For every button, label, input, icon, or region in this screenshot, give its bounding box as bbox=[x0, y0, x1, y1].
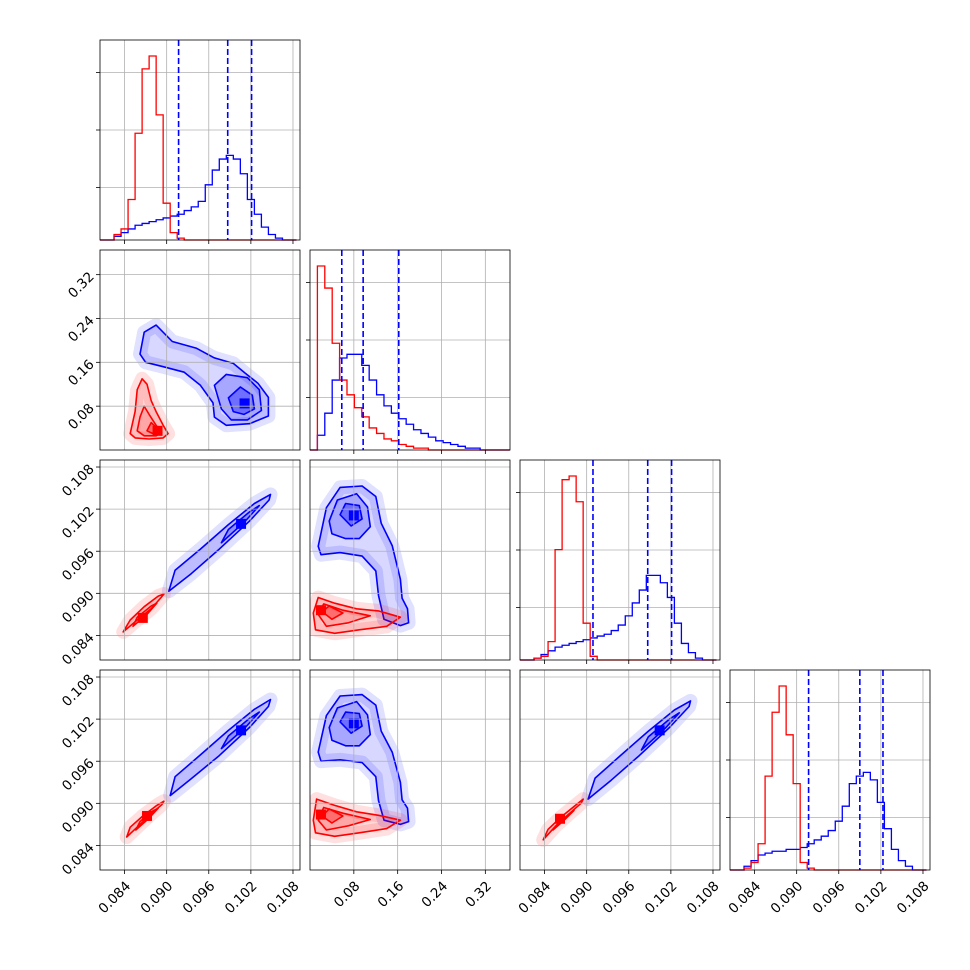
contour-blue bbox=[213, 373, 263, 421]
panel-content bbox=[536, 693, 698, 847]
x-tick-label: 0.090 bbox=[558, 878, 597, 917]
panel-frame bbox=[519, 459, 721, 661]
x-tick-label: 0.096 bbox=[180, 878, 219, 917]
y-tick-label: 0.108 bbox=[59, 671, 98, 710]
x-tick-label: 0.16 bbox=[375, 878, 408, 911]
contour-red bbox=[321, 808, 344, 824]
contour-blue bbox=[168, 493, 272, 592]
y-tick-label: 0.102 bbox=[59, 503, 98, 542]
histogram-red-series bbox=[520, 475, 717, 661]
y-tick-label: 0.084 bbox=[59, 840, 98, 879]
panel-content bbox=[310, 479, 416, 641]
panel-frame bbox=[309, 669, 511, 871]
contour-blue bbox=[317, 693, 410, 826]
density-peak-red bbox=[142, 810, 153, 821]
contour-blue bbox=[587, 700, 692, 800]
density-peak-red bbox=[315, 605, 326, 616]
x-tick-label: 0.102 bbox=[222, 878, 261, 917]
panel-frame bbox=[309, 249, 511, 451]
density-peak-red bbox=[152, 425, 163, 436]
density-peak-blue bbox=[236, 518, 247, 529]
panel-frame bbox=[99, 459, 301, 661]
x-tick-label: 0.084 bbox=[516, 878, 555, 917]
x-tick-label: 0.102 bbox=[642, 878, 681, 917]
contour-blue bbox=[139, 324, 270, 427]
x-tick-label: 0.102 bbox=[852, 878, 891, 917]
contour-blue bbox=[169, 698, 272, 797]
panel-content bbox=[119, 692, 278, 844]
contour-red bbox=[321, 605, 344, 621]
contour-red bbox=[129, 378, 169, 440]
panel-frame bbox=[309, 459, 511, 661]
contour-blue bbox=[317, 485, 410, 627]
histogram-red-series bbox=[730, 685, 927, 871]
contour-red bbox=[317, 603, 372, 628]
density-peak-red bbox=[555, 813, 565, 824]
panel-frame bbox=[519, 669, 721, 871]
histogram-blue-series bbox=[100, 154, 297, 241]
panel-frame bbox=[729, 669, 931, 871]
y-tick-label: 0.084 bbox=[59, 630, 98, 669]
x-tick-label: 0.08 bbox=[331, 878, 364, 911]
y-tick-label: 0.096 bbox=[59, 546, 98, 585]
histogram-red-series bbox=[310, 265, 510, 451]
y-tick-label: 0.090 bbox=[59, 588, 98, 627]
y-tick-label: 0.096 bbox=[59, 756, 98, 795]
panel-content bbox=[123, 318, 276, 446]
histogram-red-series bbox=[100, 55, 297, 241]
y-tick-label: 0.16 bbox=[65, 357, 98, 390]
density-peak-blue bbox=[236, 725, 247, 736]
x-tick-label: 0.32 bbox=[462, 878, 495, 911]
density-peak-blue bbox=[654, 725, 665, 736]
panel-frame bbox=[99, 249, 301, 451]
x-tick-label: 0.084 bbox=[96, 878, 135, 917]
x-tick-label: 0.24 bbox=[419, 878, 452, 911]
histogram-blue-series bbox=[520, 574, 717, 661]
y-tick-label: 0.08 bbox=[65, 401, 98, 434]
x-tick-label: 0.108 bbox=[684, 878, 723, 917]
density-peak-blue bbox=[239, 398, 250, 409]
x-tick-label: 0.108 bbox=[264, 878, 303, 917]
x-tick-label: 0.090 bbox=[768, 878, 807, 917]
y-tick-label: 0.108 bbox=[59, 461, 98, 500]
density-peak-red bbox=[137, 612, 148, 623]
contour-red bbox=[317, 806, 372, 831]
panel-frame bbox=[99, 669, 301, 871]
x-tick-label: 0.090 bbox=[138, 878, 177, 917]
panel-content bbox=[310, 687, 416, 844]
y-tick-label: 0.102 bbox=[59, 713, 98, 752]
panel-content bbox=[116, 487, 278, 639]
y-tick-label: 0.24 bbox=[65, 313, 98, 346]
y-tick-label: 0.32 bbox=[65, 269, 98, 302]
x-tick-label: 0.084 bbox=[726, 878, 765, 917]
y-tick-label: 0.090 bbox=[59, 798, 98, 837]
panel-frame bbox=[99, 39, 301, 241]
x-tick-label: 0.108 bbox=[894, 878, 933, 917]
x-tick-label: 0.096 bbox=[810, 878, 849, 917]
density-peak-red bbox=[315, 809, 326, 820]
histogram-blue-series bbox=[730, 771, 927, 871]
x-tick-label: 0.096 bbox=[600, 878, 639, 917]
